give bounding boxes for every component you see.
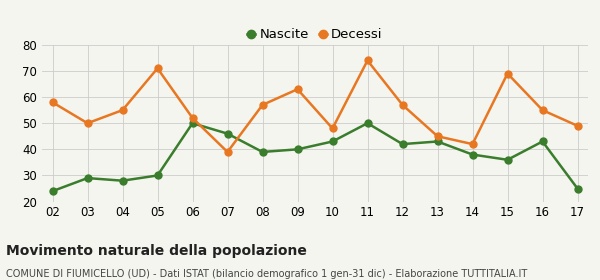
Nascite bbox=[469, 153, 476, 156]
Line: Nascite: Nascite bbox=[49, 120, 581, 195]
Nascite bbox=[294, 148, 301, 151]
Line: Decessi: Decessi bbox=[49, 57, 581, 155]
Nascite bbox=[504, 158, 511, 162]
Decessi bbox=[119, 108, 126, 112]
Decessi bbox=[84, 122, 91, 125]
Decessi bbox=[224, 150, 231, 154]
Nascite bbox=[574, 187, 581, 190]
Decessi bbox=[329, 127, 336, 130]
Nascite bbox=[539, 140, 546, 143]
Decessi bbox=[539, 108, 546, 112]
Decessi bbox=[364, 59, 371, 62]
Decessi bbox=[259, 103, 266, 107]
Nascite bbox=[329, 140, 336, 143]
Nascite bbox=[49, 190, 56, 193]
Nascite bbox=[434, 140, 441, 143]
Decessi bbox=[294, 88, 301, 91]
Text: COMUNE DI FIUMICELLO (UD) - Dati ISTAT (bilancio demografico 1 gen-31 dic) - Ela: COMUNE DI FIUMICELLO (UD) - Dati ISTAT (… bbox=[6, 269, 527, 279]
Nascite bbox=[84, 176, 91, 180]
Text: Movimento naturale della popolazione: Movimento naturale della popolazione bbox=[6, 244, 307, 258]
Nascite bbox=[154, 174, 161, 177]
Nascite bbox=[189, 122, 196, 125]
Nascite bbox=[224, 132, 231, 135]
Nascite bbox=[259, 150, 266, 154]
Nascite bbox=[364, 122, 371, 125]
Legend: Nascite, Decessi: Nascite, Decessi bbox=[242, 23, 388, 47]
Decessi bbox=[399, 103, 406, 107]
Decessi bbox=[469, 143, 476, 146]
Nascite bbox=[119, 179, 126, 182]
Decessi bbox=[49, 101, 56, 104]
Decessi bbox=[574, 124, 581, 127]
Decessi bbox=[189, 116, 196, 120]
Decessi bbox=[504, 72, 511, 75]
Nascite bbox=[399, 143, 406, 146]
Decessi bbox=[154, 67, 161, 70]
Decessi bbox=[434, 135, 441, 138]
